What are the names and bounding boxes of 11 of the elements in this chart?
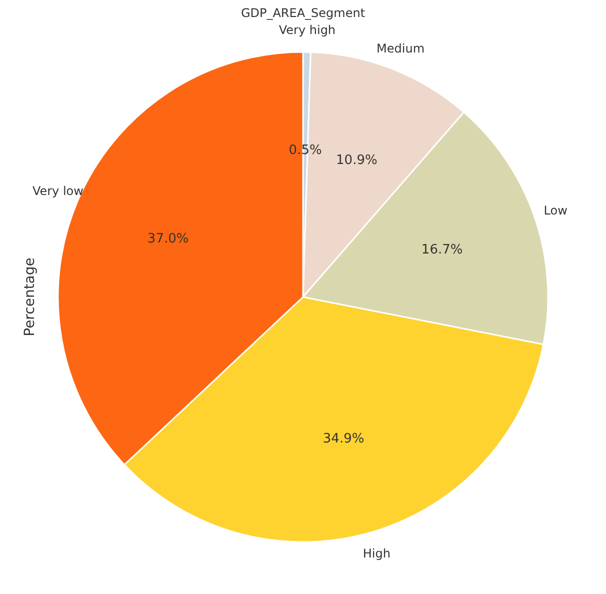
slice-label: Low (544, 204, 568, 218)
data-label: 37.0% (147, 232, 189, 247)
data-label: 10.9% (336, 153, 378, 168)
slice-label: Very low (32, 184, 84, 198)
text: Percentage (22, 258, 38, 336)
data-label: 16.7% (421, 242, 463, 258)
slice-label: Very high (278, 23, 336, 38)
chart-title: GDP_AREA_Segment (240, 6, 366, 20)
data-label: 34.9% (322, 431, 364, 446)
slice-label: Medium (376, 41, 424, 56)
slice-label: High (362, 546, 390, 561)
